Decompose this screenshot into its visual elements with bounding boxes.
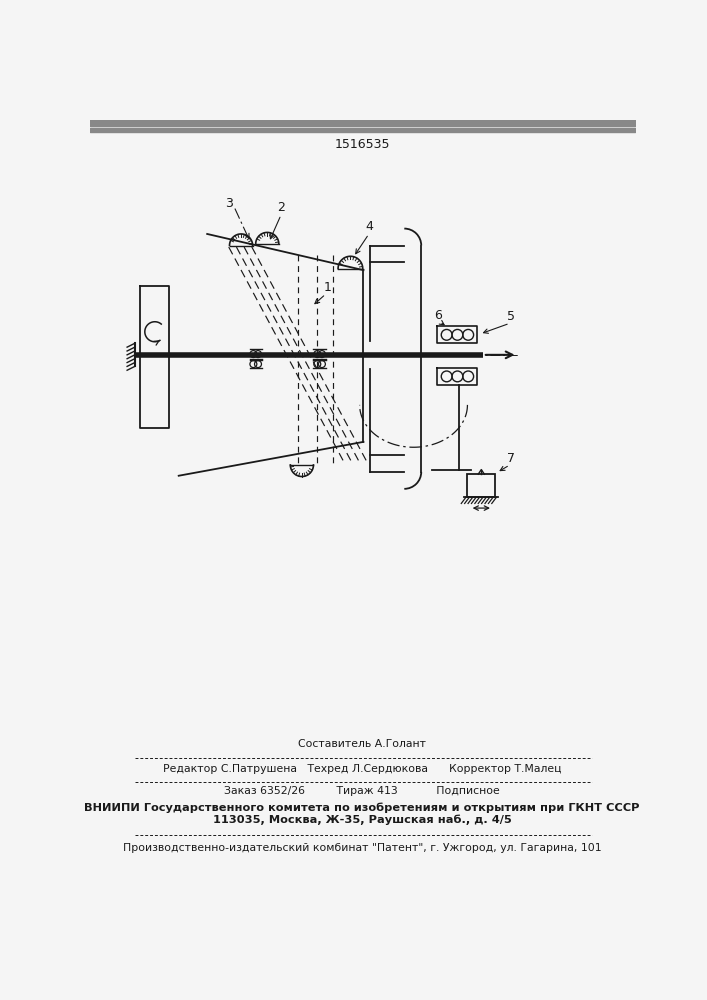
Text: 1: 1 xyxy=(323,281,332,294)
Text: ВНИИПИ Государственного комитета по изобретениям и открытиям при ГКНТ СССР: ВНИИПИ Государственного комитета по изоб… xyxy=(84,802,640,813)
Text: Производственно-издательский комбинат "Патент", г. Ужгород, ул. Гагарина, 101: Производственно-издательский комбинат "П… xyxy=(122,843,601,853)
Text: 1516535: 1516535 xyxy=(334,138,390,151)
Text: 3: 3 xyxy=(226,197,233,210)
Text: 7: 7 xyxy=(508,452,515,465)
Text: 6: 6 xyxy=(434,309,442,322)
Text: Составитель А.Голант: Составитель А.Голант xyxy=(298,739,426,749)
Bar xyxy=(467,474,495,497)
Text: Редактор С.Патрушена   Техред Л.Сердюкова      Корректор Т.Малец: Редактор С.Патрушена Техред Л.Сердюкова … xyxy=(163,764,561,774)
Text: 2: 2 xyxy=(277,201,285,214)
Text: 4: 4 xyxy=(366,220,373,233)
Text: Заказ 6352/26         Тираж 413           Подписное: Заказ 6352/26 Тираж 413 Подписное xyxy=(224,786,500,796)
Text: 113035, Москва, Ж-35, Раушская наб., д. 4/5: 113035, Москва, Ж-35, Раушская наб., д. … xyxy=(213,815,511,825)
Text: 5: 5 xyxy=(508,310,515,323)
